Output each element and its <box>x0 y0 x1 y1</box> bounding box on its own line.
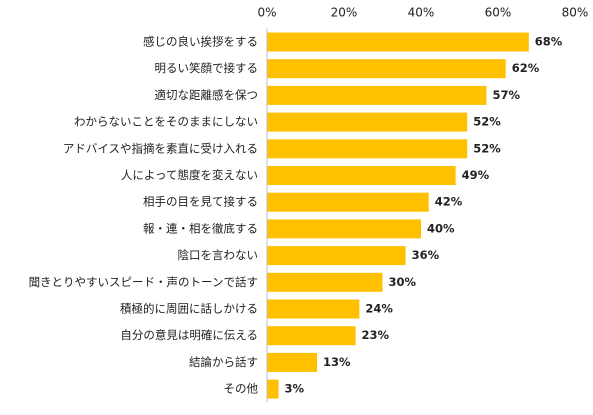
bar <box>267 299 360 319</box>
data-label: 3% <box>285 382 305 396</box>
data-label: 30% <box>389 275 417 289</box>
data-label: 68% <box>535 35 563 49</box>
bar <box>267 59 506 79</box>
bar <box>267 112 468 132</box>
bar <box>267 326 356 346</box>
data-label: 40% <box>427 221 455 235</box>
x-tick-label: 60% <box>485 6 512 20</box>
value-labels: 68% 62% 57% 52% 52% 49% 42% 40% 36% 30% 24% 23% 13% 3… <box>285 35 563 396</box>
bar <box>267 379 279 399</box>
bars <box>267 32 529 399</box>
data-label: 24% <box>365 302 393 316</box>
data-label: 13% <box>323 355 351 369</box>
bar <box>267 192 429 212</box>
bar <box>267 166 456 185</box>
category-label: 陰口を言わない <box>178 248 259 262</box>
data-label: 23% <box>362 328 390 342</box>
category-label: わからないことをそのままにしない <box>74 115 258 129</box>
data-label: 52% <box>473 115 501 129</box>
category-label: 積極的に周囲に話しかける <box>120 302 258 316</box>
bar <box>267 272 383 292</box>
category-label: 明るい笑顔で接する <box>155 61 259 75</box>
data-label: 52% <box>473 141 501 155</box>
bar <box>267 32 529 52</box>
x-tick-label: 40% <box>408 6 435 20</box>
data-label: 57% <box>492 88 520 102</box>
category-label: 適切な距離感を保つ <box>155 88 259 102</box>
category-label: 人によって態度を変えない <box>121 168 258 182</box>
bar <box>267 246 406 266</box>
bar <box>267 352 318 372</box>
category-label: 聞きとりやすいスピード・声のトーンで話す <box>29 275 258 289</box>
x-tick-label: 80% <box>562 6 589 20</box>
data-label: 36% <box>412 248 440 262</box>
category-label: 自分の意見は明確に伝える <box>120 328 258 342</box>
x-tick-label: 20% <box>331 6 358 20</box>
data-label: 42% <box>435 195 463 209</box>
x-axis-ticks: 0% 20% 40% 60% 80% <box>257 6 588 20</box>
category-label: 報・連・相を徹底する <box>143 221 258 235</box>
bar <box>267 85 487 105</box>
category-label: 結論から話す <box>189 355 258 369</box>
data-label: 62% <box>512 61 540 75</box>
bar <box>267 219 421 239</box>
category-label: 感じの良い挨拶をする <box>143 35 258 49</box>
category-labels: 感じの良い挨拶をする明るい笑顔で接する適切な距離感を保つわからないことをそのまま… <box>29 35 259 396</box>
category-label: 相手の目を見て接する <box>143 195 258 209</box>
category-label: その他 <box>224 382 259 396</box>
bar <box>267 139 468 159</box>
x-tick-label: 0% <box>257 6 276 20</box>
category-label: アドバイスや指摘を素直に受け入れる <box>63 141 258 155</box>
data-label: 49% <box>462 168 490 182</box>
